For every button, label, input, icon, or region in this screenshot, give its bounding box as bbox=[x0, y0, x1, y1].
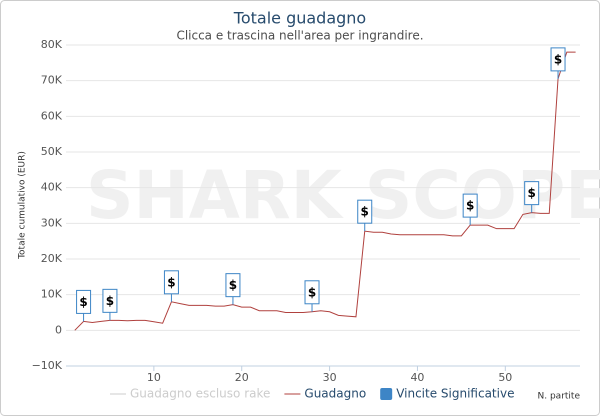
legend-label[interactable]: Guadagno escluso rake bbox=[130, 387, 270, 401]
y-tick-label: −10K bbox=[32, 359, 63, 372]
x-tick-label: 30 bbox=[323, 371, 337, 384]
x-tick-label: 10 bbox=[147, 371, 161, 384]
flag-label: $ bbox=[167, 275, 175, 289]
chart-subtitle: Clicca e trascina nell'area per ingrandi… bbox=[176, 29, 423, 43]
flag: $ bbox=[550, 47, 566, 79]
flag-label: $ bbox=[308, 285, 316, 299]
flag: $ bbox=[225, 273, 241, 305]
legend-swatch bbox=[380, 388, 393, 400]
flag: $ bbox=[462, 193, 478, 226]
y-tick-label: 0 bbox=[55, 323, 62, 336]
y-tick-label: 60K bbox=[41, 109, 63, 122]
flag: $ bbox=[102, 288, 118, 321]
series-line bbox=[74, 51, 576, 331]
flag-box bbox=[304, 280, 320, 305]
flag: $ bbox=[304, 280, 320, 312]
flag-label: $ bbox=[229, 278, 237, 292]
y-tick-label: 20K bbox=[41, 252, 63, 265]
y-tick-label: 40K bbox=[41, 181, 63, 194]
legend-label[interactable]: Guadagno bbox=[304, 387, 366, 401]
y-tick-label: 30K bbox=[41, 216, 63, 229]
watermark: SHARK SCOPE bbox=[86, 157, 600, 234]
y-axis-title: Totale cumulativo (EUR) bbox=[18, 151, 28, 260]
flag-box bbox=[550, 47, 566, 72]
y-tick-label: 80K bbox=[41, 38, 63, 51]
flag-box bbox=[524, 181, 540, 206]
flag-label: $ bbox=[554, 52, 562, 66]
flag-box bbox=[462, 193, 478, 218]
flag-label: $ bbox=[466, 199, 474, 213]
flag-label: $ bbox=[79, 295, 87, 309]
flag-label: $ bbox=[361, 205, 369, 219]
y-tick-label: 70K bbox=[41, 74, 63, 87]
flag-box bbox=[76, 289, 92, 314]
y-tick-label: 50K bbox=[41, 145, 63, 158]
flag-box bbox=[357, 199, 373, 224]
x-tick-label: 50 bbox=[498, 371, 512, 384]
flag-box bbox=[225, 273, 241, 298]
x-tick-label: 40 bbox=[410, 371, 424, 384]
flag-label: $ bbox=[106, 294, 114, 308]
flag: $ bbox=[524, 181, 540, 213]
flag-box bbox=[163, 270, 179, 295]
flag: $ bbox=[357, 199, 373, 232]
chart-title: Totale guadagno bbox=[233, 9, 366, 28]
flag: $ bbox=[76, 289, 92, 322]
flag-box bbox=[102, 288, 118, 313]
flag: $ bbox=[163, 270, 179, 302]
y-tick-label: 10K bbox=[41, 288, 63, 301]
legend-label[interactable]: Vincite Significative bbox=[396, 387, 514, 401]
x-tick-label: 20 bbox=[235, 371, 249, 384]
x-axis-title: N. partite bbox=[538, 392, 581, 402]
flag-label: $ bbox=[527, 186, 535, 200]
